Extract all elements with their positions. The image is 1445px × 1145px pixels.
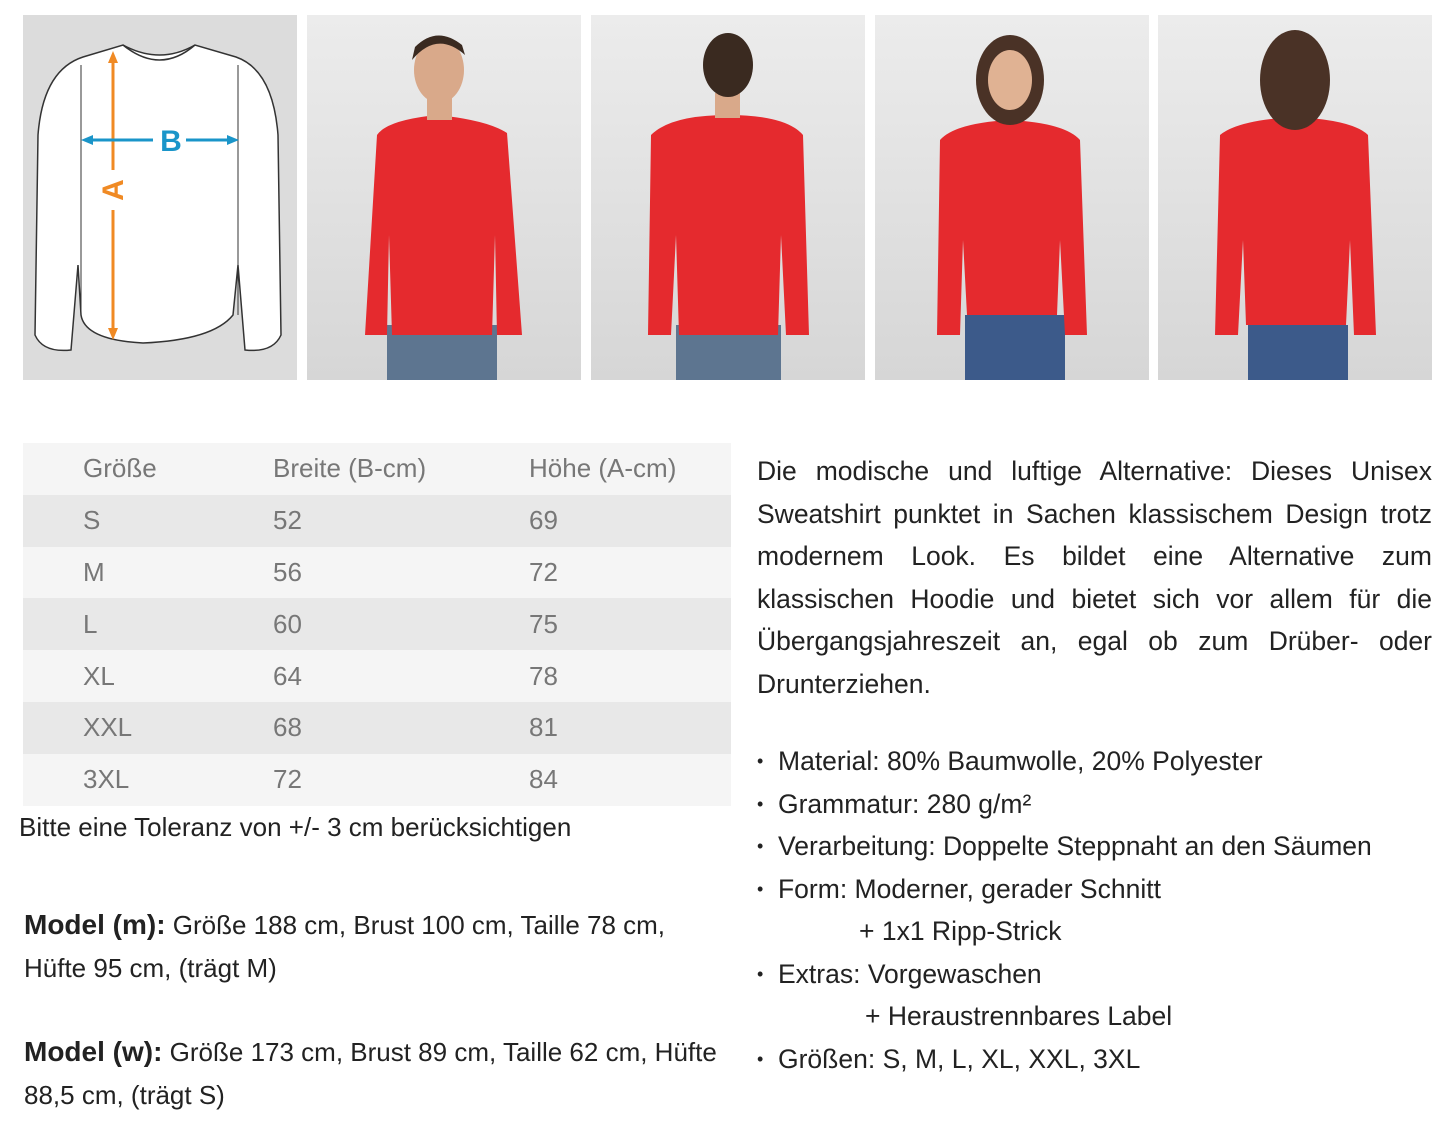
table-row: S 52 69	[23, 494, 731, 547]
feature-item: Material: 80% Baumwolle, 20% Polyester	[757, 740, 1372, 783]
feature-item: Extras: Vorgewaschen	[757, 953, 1372, 996]
feature-item: Größen: S, M, L, XL, XXL, 3XL	[757, 1038, 1372, 1081]
male-model-front	[307, 15, 581, 380]
cell: L	[83, 608, 98, 639]
table-row: L 60 75	[23, 598, 731, 651]
feature-list: Material: 80% Baumwolle, 20% Polyester G…	[757, 740, 1372, 1080]
cell: 81	[529, 712, 558, 743]
cell: 72	[273, 764, 302, 795]
model-text: Größe 173 cm, Brust 89 cm, Taille 62 cm,…	[24, 1037, 717, 1110]
cell: XL	[83, 660, 115, 691]
cell: 68	[273, 712, 302, 743]
header-width: Breite (B-cm)	[273, 453, 427, 484]
size-diagram: A B	[23, 15, 297, 380]
cell: 75	[529, 608, 558, 639]
female-model-front	[875, 15, 1149, 380]
model-female-info: Model (w): Größe 173 cm, Brust 89 cm, Ta…	[24, 1031, 724, 1116]
cell: 78	[529, 660, 558, 691]
tolerance-note: Bitte eine Toleranz von +/- 3 cm berücks…	[19, 812, 572, 842]
feature-continuation: + Heraustrennbares Label	[865, 1001, 1173, 1031]
table-row: 3XL 72 84	[23, 753, 731, 806]
label-b: B	[160, 125, 182, 158]
table-row: M 56 72	[23, 546, 731, 599]
cell: 69	[529, 505, 558, 536]
cell: 72	[529, 556, 558, 587]
cell: 52	[273, 505, 302, 536]
table-row: XL 64 78	[23, 650, 731, 702]
cell: M	[83, 556, 105, 587]
model-label: Model (w):	[24, 1036, 163, 1067]
table-header: Größe Breite (B-cm) Höhe (A-cm)	[23, 443, 731, 495]
feature-item: Form: Moderner, gerader Schnitt	[757, 868, 1372, 911]
size-table: Größe Breite (B-cm) Höhe (A-cm) S 52 69 M 56 7…	[23, 443, 731, 806]
header-size: Größe	[83, 453, 157, 484]
label-a: A	[97, 179, 130, 201]
cell: 60	[273, 608, 302, 639]
male-model-back	[591, 15, 865, 380]
cell: 3XL	[83, 764, 130, 795]
cell: 56	[273, 556, 302, 587]
feature-item: Grammatur: 280 g/m²	[757, 783, 1372, 826]
model-label: Model (m):	[24, 909, 166, 940]
feature-continuation: + 1x1 Ripp-Strick	[859, 916, 1062, 946]
feature-item: Verarbeitung: Doppelte Steppnaht an den …	[757, 825, 1372, 868]
cell: S	[83, 505, 101, 536]
cell: 84	[529, 764, 558, 795]
model-text: Größe 188 cm, Brust 100 cm, Taille 78 cm…	[24, 910, 666, 983]
model-male-info: Model (m): Größe 188 cm, Brust 100 cm, T…	[24, 904, 724, 989]
header-height: Höhe (A-cm)	[529, 453, 677, 484]
table-row: XXL 68 81	[23, 701, 731, 754]
female-model-back	[1158, 15, 1432, 380]
product-description: Die modische und luftige Alternative: Di…	[757, 456, 1432, 699]
cell: 64	[273, 660, 302, 691]
cell: XXL	[83, 712, 133, 743]
